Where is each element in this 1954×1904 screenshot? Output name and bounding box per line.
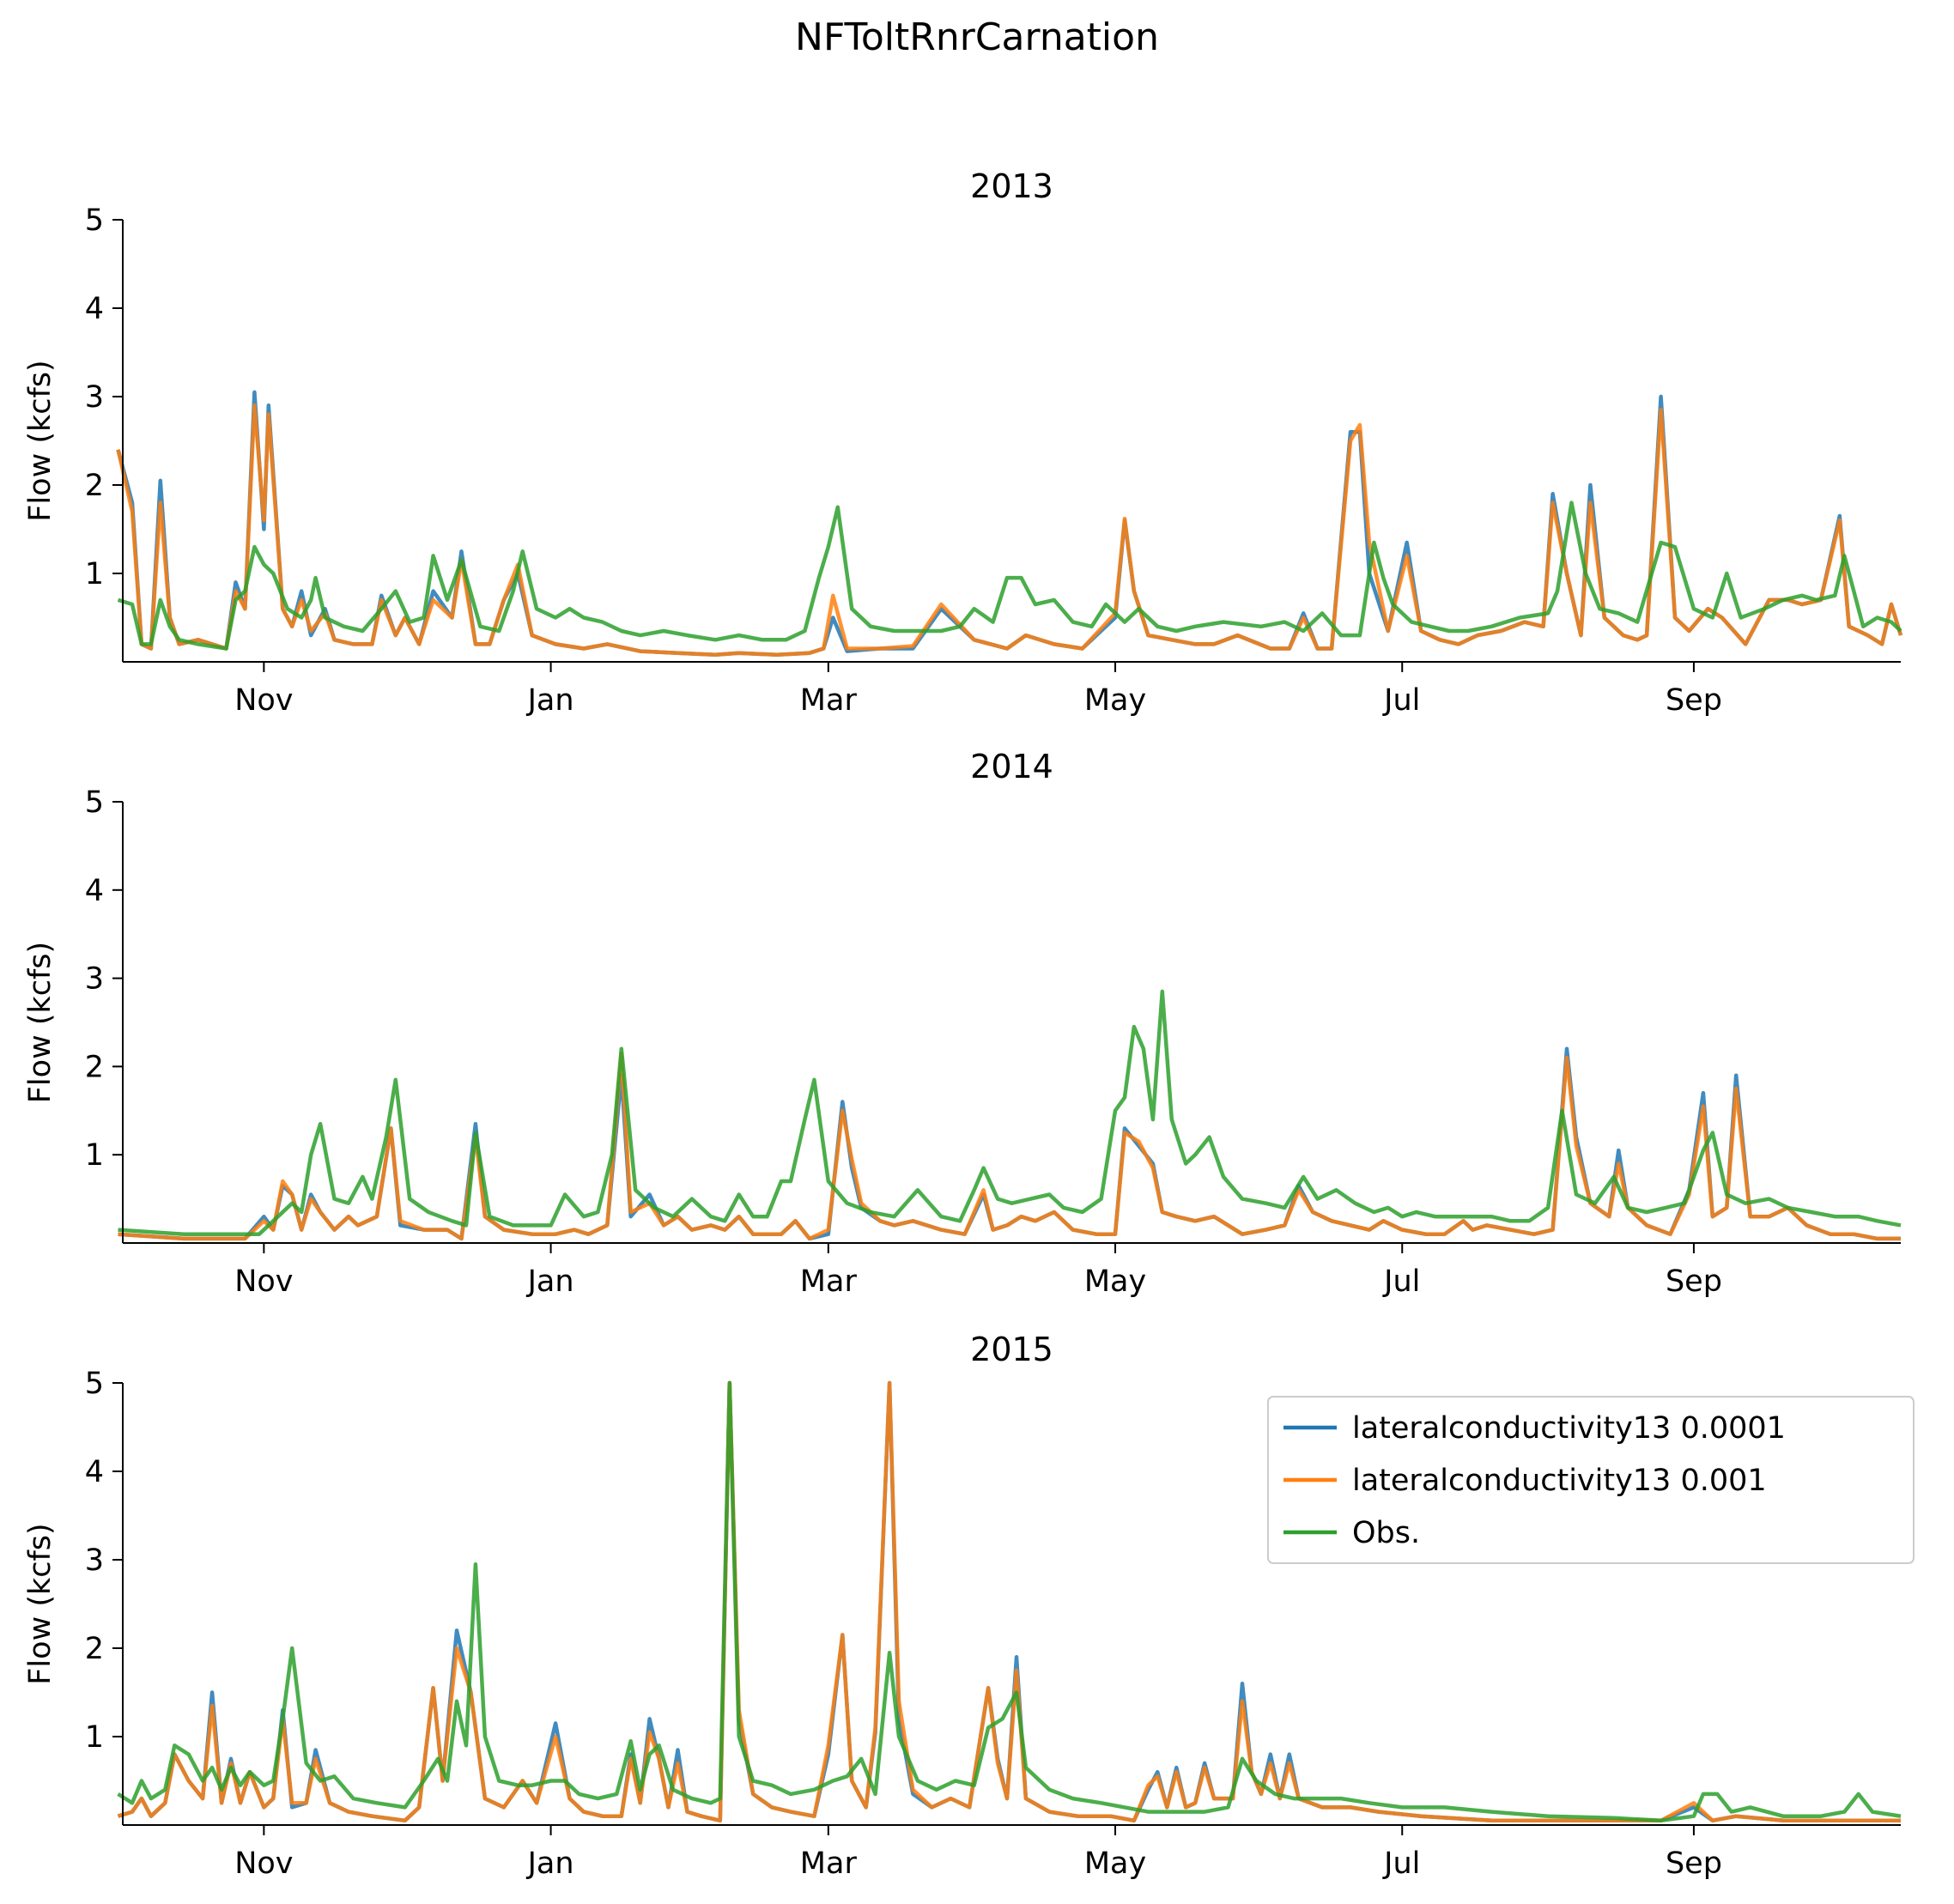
y-tick-label: 3 xyxy=(85,1543,104,1578)
y-tick-label: 5 xyxy=(85,785,104,820)
x-tick-label: Nov xyxy=(234,1846,293,1881)
x-tick-label: Jul xyxy=(1382,683,1420,718)
x-tick-label: Jan xyxy=(526,1846,574,1881)
x-tick-label: May xyxy=(1084,1846,1146,1881)
y-axis-label: Flow (kcfs) xyxy=(23,942,58,1103)
y-tick-label: 2 xyxy=(85,469,104,503)
series-line-2 xyxy=(118,989,1902,1236)
y-tick-label: 2 xyxy=(85,1632,104,1666)
chart-panel-2014: 2014 1 2 3 4 5 Nov Jan Mar May Jul Sep Flow (kcfs) xyxy=(23,748,1902,1299)
y-tick-label: 2 xyxy=(85,1050,104,1084)
y-tick-label: 5 xyxy=(85,203,104,238)
chart-panel-2013: 2013 1 2 3 4 5 Nov Jan Mar May Jul Sep Flow (kcfs) xyxy=(23,167,1903,718)
series-line-2 xyxy=(117,500,1902,651)
y-tick-label: 3 xyxy=(85,380,104,415)
legend-label: lateralconductivity13 0.0001 xyxy=(1352,1411,1786,1446)
y-tick-label: 4 xyxy=(85,1455,104,1489)
x-tick-label: Mar xyxy=(800,1264,858,1299)
y-tick-label: 1 xyxy=(85,1720,104,1755)
y-tick-label: 4 xyxy=(85,874,104,908)
x-tick-label: Mar xyxy=(800,683,858,718)
series-line-1 xyxy=(117,1380,1901,1823)
x-tick-label: May xyxy=(1084,683,1146,718)
y-tick-label: 4 xyxy=(85,292,104,326)
x-tick-label: Jan xyxy=(526,683,574,718)
series-line-1 xyxy=(116,403,1903,658)
series-line-1 xyxy=(118,1051,1901,1241)
y-tick-label: 5 xyxy=(85,1367,104,1401)
panel-title: 2015 xyxy=(970,1331,1053,1368)
y-tick-label: 3 xyxy=(85,962,104,997)
x-tick-label: May xyxy=(1084,1264,1146,1299)
x-tick-label: Jul xyxy=(1382,1264,1420,1299)
legend-label: Obs. xyxy=(1352,1516,1420,1550)
legend-box xyxy=(1267,1396,1915,1564)
series-line-2 xyxy=(117,1380,1902,1823)
x-tick-label: Sep xyxy=(1666,683,1722,718)
x-tick-label: Mar xyxy=(800,1846,858,1881)
x-tick-label: Sep xyxy=(1666,1264,1722,1299)
x-tick-label: Jan xyxy=(526,1264,574,1299)
y-tick-label: 1 xyxy=(85,557,104,591)
figure-title: NFToltRnrCarnation xyxy=(795,15,1159,59)
x-tick-label: Sep xyxy=(1666,1846,1722,1881)
series-line-0 xyxy=(116,390,1903,658)
y-axis-label: Flow (kcfs) xyxy=(23,360,58,521)
legend: lateralconductivity13 0.0001 lateralcondu… xyxy=(1267,1396,1915,1564)
y-tick-label: 1 xyxy=(85,1138,104,1173)
panel-title: 2013 xyxy=(970,167,1053,205)
x-tick-label: Jul xyxy=(1382,1846,1420,1881)
x-tick-label: Nov xyxy=(234,683,293,718)
y-axis-label: Flow (kcfs) xyxy=(23,1523,58,1684)
legend-label: lateralconductivity13 0.001 xyxy=(1352,1464,1767,1498)
x-tick-label: Nov xyxy=(234,1264,293,1299)
panel-title: 2014 xyxy=(970,748,1053,785)
chart-panel-2015: 2015 1 2 3 4 5 Nov Jan Mar May Jul Sep Flow (kcfs) la… xyxy=(23,1331,1915,1881)
